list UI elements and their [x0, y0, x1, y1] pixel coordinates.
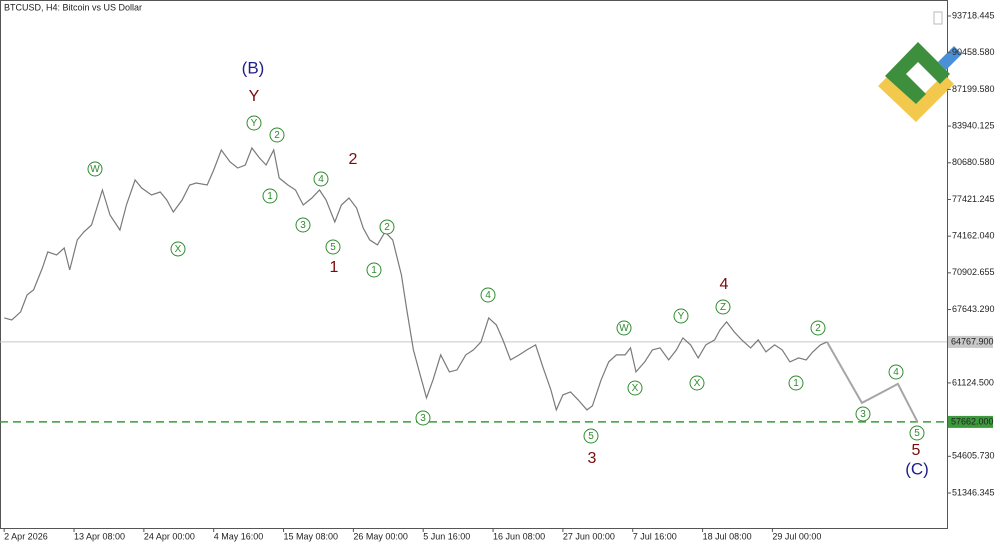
wave-circle [909, 425, 925, 441]
wave-circle [627, 380, 643, 396]
x-tick-label: 13 Apr 08:00 [74, 531, 125, 541]
y-tick-label: 77421.245 [952, 194, 995, 204]
wave-label: 3 [300, 220, 306, 231]
wave-circle [415, 410, 431, 426]
y-tick-label: 80680.580 [952, 157, 995, 167]
wave-label: X [694, 378, 701, 389]
wave-label: 2 [349, 151, 358, 168]
price-label-box [948, 335, 993, 348]
wave-circle [366, 262, 382, 278]
wave-label: 2 [384, 222, 390, 233]
wave-label: 1 [793, 378, 799, 389]
wave-label: Y [251, 118, 258, 129]
wave-label: W [619, 323, 629, 334]
wave-label: 1 [330, 259, 339, 276]
wave-circle [87, 161, 103, 177]
y-tick-label: 93718.445 [952, 10, 995, 20]
wave-label: Y [249, 88, 260, 105]
wave-label: 4 [318, 174, 324, 185]
wave-label: X [175, 244, 182, 255]
wave-circle [673, 308, 689, 324]
y-tick-label: 61124.500 [952, 377, 994, 387]
projection-line [826, 341, 919, 423]
wave-label: 5 [588, 431, 594, 442]
x-tick-label: 24 Apr 00:00 [144, 531, 195, 541]
wave-label: 4 [485, 290, 491, 301]
wave-circle [246, 115, 262, 131]
y-tick-label: 83940.125 [952, 120, 995, 130]
wave-circle [855, 406, 871, 422]
y-tick-label: 67643.290 [952, 304, 995, 314]
wave-label: 3 [588, 450, 597, 467]
wave-circle [810, 320, 826, 336]
x-tick-label: 26 May 00:00 [353, 531, 408, 541]
chart-title: BTCUSD, H4: Bitcoin vs US Dollar [4, 2, 142, 12]
wave-circle [788, 375, 804, 391]
price-label-box [948, 415, 993, 428]
price-line [4, 146, 828, 412]
panel-icon [933, 11, 943, 25]
price-label: 57662.000 [951, 416, 994, 426]
wave-label: 4 [720, 276, 729, 293]
wave-label: 3 [860, 409, 866, 420]
x-tick-label: 7 Jul 16:00 [633, 531, 677, 541]
wave-label: Z [720, 302, 726, 313]
y-tick-label: 54605.730 [952, 451, 995, 461]
x-tick-label: 4 May 16:00 [214, 531, 264, 541]
wave-circle [170, 241, 186, 257]
wave-label: X [632, 383, 639, 394]
wave-label: 1 [371, 265, 377, 276]
x-tick-label: 5 Jun 16:00 [423, 531, 470, 541]
wave-label: W [90, 164, 100, 175]
x-tick-label: 27 Jun 00:00 [563, 531, 615, 541]
wave-circle [325, 239, 341, 255]
x-tick-label: 16 Jun 08:00 [493, 531, 545, 541]
logo [878, 42, 962, 122]
wave-label: 3 [420, 413, 426, 424]
y-tick-label: 90458.580 [952, 47, 995, 57]
wave-circle [480, 287, 496, 303]
logo-green [885, 42, 950, 104]
x-tick-label: 29 Jul 00:00 [772, 531, 821, 541]
wave-circle [715, 299, 731, 315]
wave-circle [295, 217, 311, 233]
wave-label: (C) [905, 459, 929, 478]
y-tick-label: 51346.345 [952, 487, 995, 497]
logo-blue [938, 46, 962, 70]
wave-circle [379, 219, 395, 235]
x-tick-label: 15 May 08:00 [284, 531, 339, 541]
wave-label: Y [678, 311, 685, 322]
wave-circle [262, 188, 278, 204]
wave-circle [689, 375, 705, 391]
wave-label: 2 [274, 130, 280, 141]
y-tick-label: 70902.655 [952, 267, 995, 277]
wave-label: 1 [267, 191, 273, 202]
y-tick-label: 74162.040 [952, 231, 995, 241]
price-label: 64767.900 [951, 336, 994, 346]
wave-label: 4 [893, 367, 899, 378]
plot-frame [0, 0, 948, 529]
wave-circle [888, 364, 904, 380]
x-tick-label: 2 Apr 2026 [4, 531, 48, 541]
wave-label: 5 [330, 242, 336, 253]
wave-circle [616, 320, 632, 336]
wave-circle [583, 428, 599, 444]
wave-label: (B) [242, 58, 265, 77]
y-tick-label: 87199.580 [952, 84, 995, 94]
wave-label: 5 [914, 428, 920, 439]
wave-label: 5 [912, 442, 921, 459]
wave-label: 2 [815, 323, 821, 334]
wave-circle [313, 171, 329, 187]
wave-circle [269, 127, 285, 143]
x-tick-label: 18 Jul 08:00 [703, 531, 752, 541]
